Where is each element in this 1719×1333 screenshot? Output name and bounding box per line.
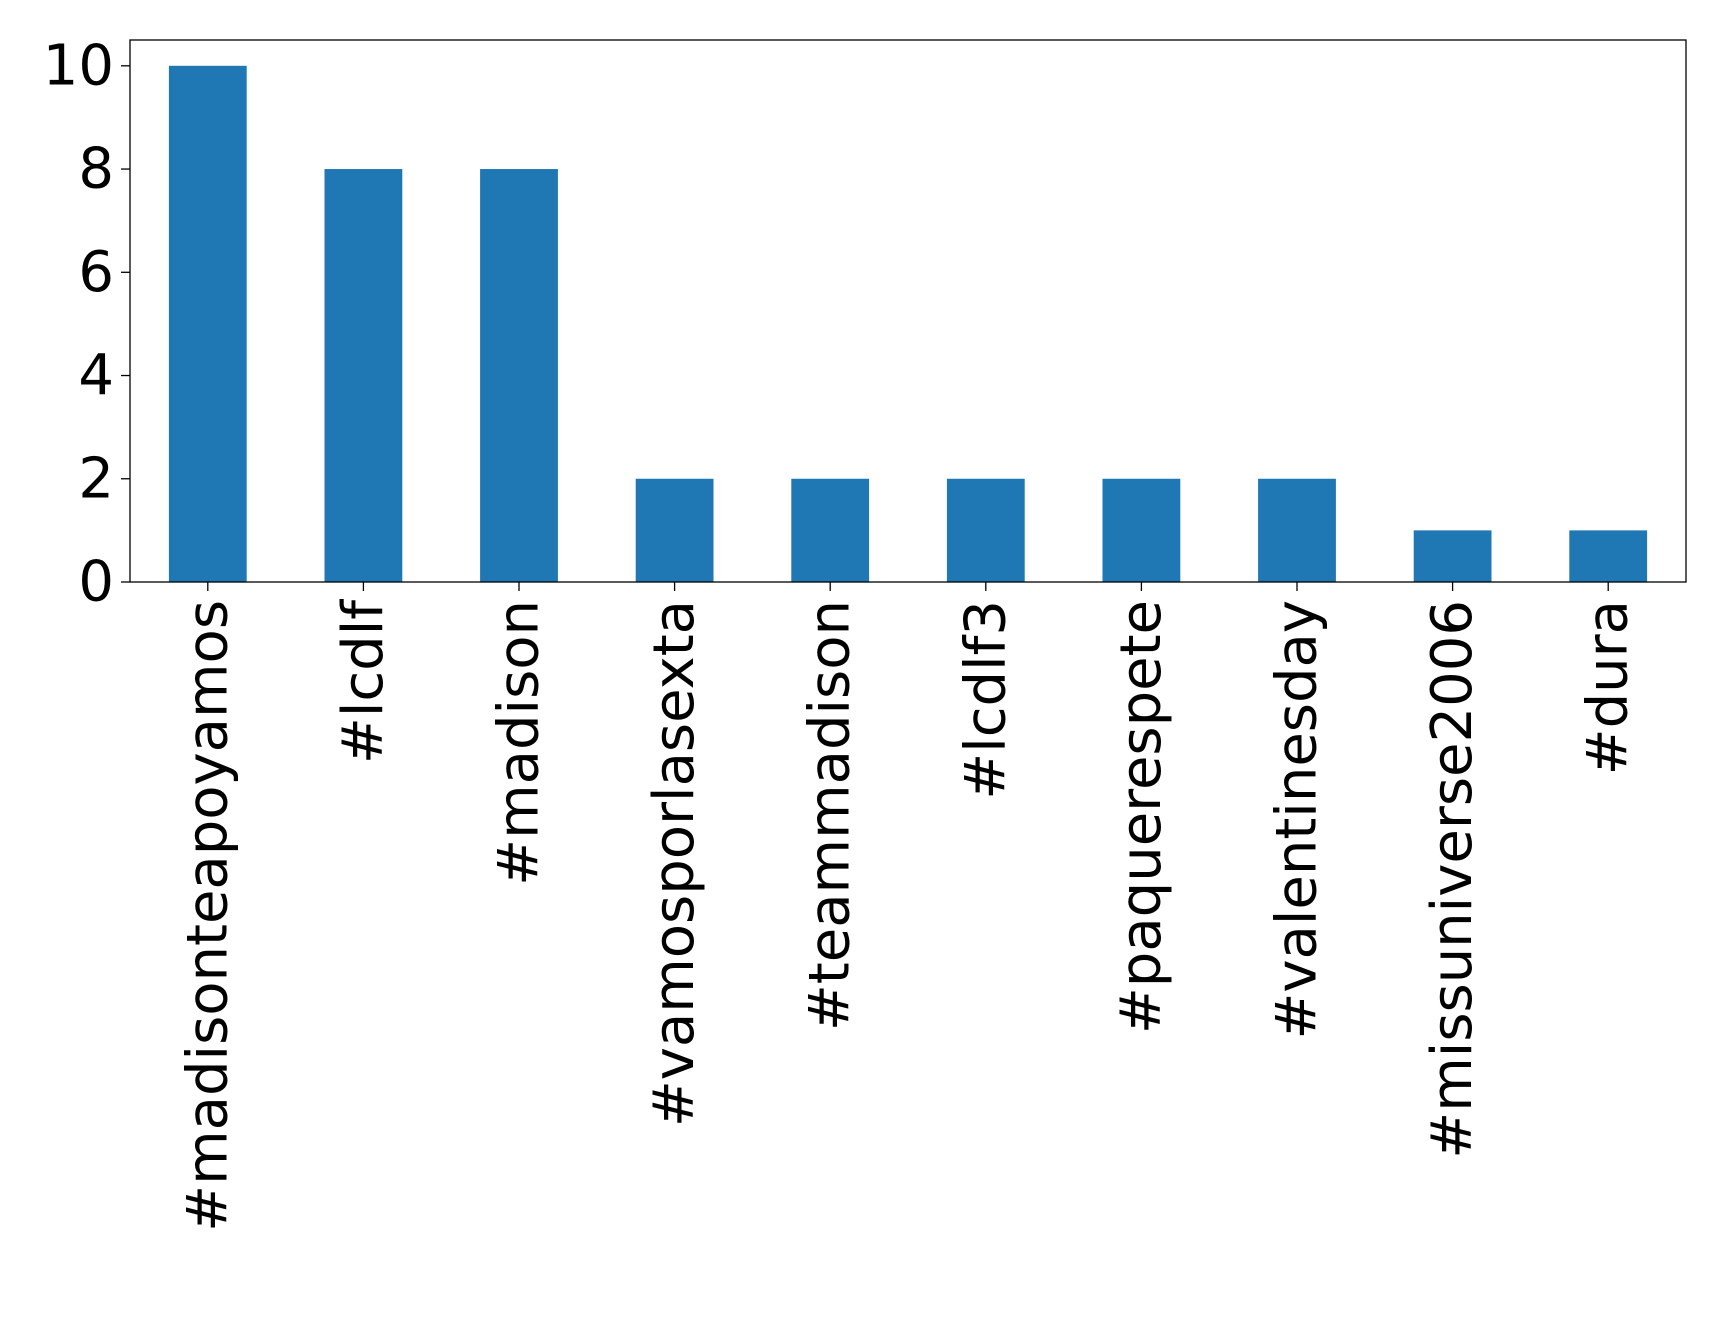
y-tick-label: 0 xyxy=(78,550,114,615)
bar-vamosporlasexta xyxy=(635,478,714,582)
y-axis: 0 2 4 6 8 10 xyxy=(43,33,130,615)
x-tick-label: #teammadison xyxy=(798,600,863,1031)
x-tick-label: #vamosporlasexta xyxy=(642,600,707,1127)
x-tick-label: #missuniverse2006 xyxy=(1420,600,1485,1159)
x-tick-label: #paquerespete xyxy=(1109,600,1174,1034)
y-tick-label: 10 xyxy=(43,33,114,98)
x-tick-label: #dura xyxy=(1576,600,1641,775)
x-tick-label: #madison xyxy=(487,600,552,886)
bar-teammadison xyxy=(791,478,870,582)
bars-group xyxy=(168,65,1648,583)
x-tick-label: #valentinesday xyxy=(1265,600,1330,1040)
bar-missuniverse2006 xyxy=(1413,530,1492,582)
plot-frame xyxy=(129,39,1687,583)
bar-valentinesday xyxy=(1258,478,1336,582)
y-tick-label: 4 xyxy=(78,343,114,408)
y-tick-label: 6 xyxy=(78,240,114,305)
bar-lcdlf3 xyxy=(946,478,1025,582)
bar-madison xyxy=(480,169,558,583)
bar-dura xyxy=(1569,530,1648,582)
y-tick-label: 2 xyxy=(78,446,114,511)
bar-madisonteapoyamos xyxy=(168,65,247,583)
bar-lcdlf xyxy=(324,169,403,583)
x-tick-label: #madisonteapoyamos xyxy=(175,600,240,1232)
x-axis: #madisonteapoyamos #lcdlf #madison #vamospo… xyxy=(175,582,1641,1232)
bar-paquerespete xyxy=(1102,478,1181,582)
y-tick-label: 8 xyxy=(78,137,114,202)
x-tick-label: #lcdlf3 xyxy=(953,600,1018,800)
x-tick-label: #lcdlf xyxy=(331,599,396,764)
